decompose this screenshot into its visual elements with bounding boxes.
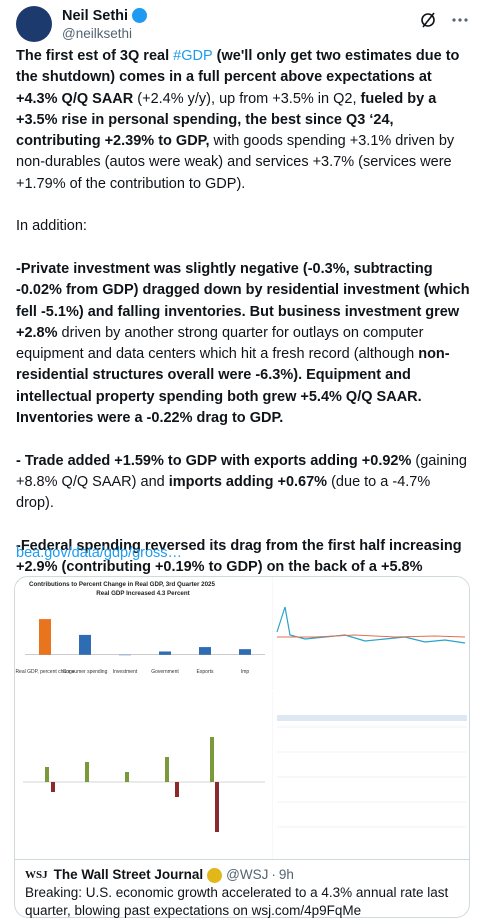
header-icons[interactable] bbox=[420, 10, 470, 30]
author-handle: @neilksethi bbox=[62, 25, 132, 41]
paragraph: In addition: bbox=[16, 216, 472, 237]
chart-title: Contributions to Percent Change in Real … bbox=[29, 581, 215, 588]
quote-handle: @WSJ bbox=[226, 867, 269, 882]
hashtag[interactable]: #GDP bbox=[173, 48, 213, 64]
tweet-text: The first est of 3Q real #GDP (we'll onl… bbox=[16, 46, 472, 642]
text-run: (we'll only get two estimates due to the… bbox=[16, 48, 460, 107]
bar bbox=[199, 647, 211, 655]
bar bbox=[39, 619, 51, 655]
paragraph: -Private investment was slightly negativ… bbox=[16, 259, 472, 429]
text-run: with goods spending +3.1% driven by non-… bbox=[16, 133, 455, 192]
text-run: (+2.4% y/y), up from +3.5% in Q2, bbox=[133, 90, 361, 107]
images: Contributions to Percent Change in Real … bbox=[15, 577, 469, 859]
bar bbox=[119, 654, 131, 656]
text-run: fueled by a +3.5% rise in personal spend… bbox=[16, 90, 437, 150]
quoted-tweet[interactable]: WSJ The Wall Street Journal @WSJ · 9h Br… bbox=[14, 860, 470, 918]
tweet-header: Neil Sethi @neilksethi bbox=[16, 4, 148, 44]
text-run: (due to a -4.7% drop). bbox=[16, 473, 431, 512]
author-name[interactable]: Neil Sethi bbox=[62, 7, 148, 24]
bar bbox=[79, 634, 91, 655]
text-run: The first est of 3Q real bbox=[16, 48, 174, 64]
bar bbox=[239, 649, 251, 655]
x-tick-label: Government bbox=[151, 669, 179, 675]
paragraph: - Trade added +1.59% to GDP with exports… bbox=[16, 451, 472, 515]
paragraph: The first est of 3Q real #GDP (we'll onl… bbox=[16, 46, 472, 195]
verified-badge bbox=[132, 8, 148, 23]
avatar[interactable] bbox=[16, 6, 52, 42]
link[interactable]: bea.gov/data/gdp/gross… bbox=[16, 545, 183, 561]
quote-time: 9h bbox=[278, 867, 294, 882]
quote-name: The Wall Street Journal bbox=[53, 867, 204, 882]
name: Neil Sethi bbox=[62, 7, 129, 24]
x-tick-label: Consumer spending bbox=[63, 669, 108, 675]
text-run: driven by another strong quarter for out… bbox=[16, 324, 424, 363]
gold-badge bbox=[207, 867, 223, 883]
chart-bg bbox=[15, 577, 270, 690]
text-run: imports adding +0.67% bbox=[168, 473, 328, 490]
x-tick-label: Real GDP, percent change bbox=[15, 669, 74, 675]
bar bbox=[159, 651, 171, 655]
quote-text: Breaking: U.S. economic growth accelerat… bbox=[25, 885, 449, 918]
quote-logo: WSJ bbox=[25, 869, 48, 881]
quote-header: WSJ The Wall Street Journal @WSJ · 9h bbox=[25, 866, 459, 884]
x-tick-label: Exports bbox=[197, 669, 214, 675]
x-tick-label: Imp bbox=[241, 669, 250, 675]
image-grid[interactable]: Contributions to Percent Change in Real … bbox=[14, 576, 470, 860]
text-run: -Private investment was slightly negativ… bbox=[16, 260, 470, 341]
author: Neil Sethi @neilksethi bbox=[62, 7, 148, 41]
text-run: (gaining +8.8% Q/Q SAAR) and bbox=[16, 452, 467, 490]
separator: · bbox=[271, 867, 276, 882]
text-run: - Trade added +1.59% to GDP with exports… bbox=[16, 452, 412, 469]
chart-subtitle: Real GDP Increased 4.3 Percent bbox=[96, 590, 189, 597]
text-run: non-residential structures overall were … bbox=[16, 346, 450, 427]
text-run: In addition: bbox=[16, 218, 87, 235]
x-tick-label: Investment bbox=[113, 669, 138, 675]
